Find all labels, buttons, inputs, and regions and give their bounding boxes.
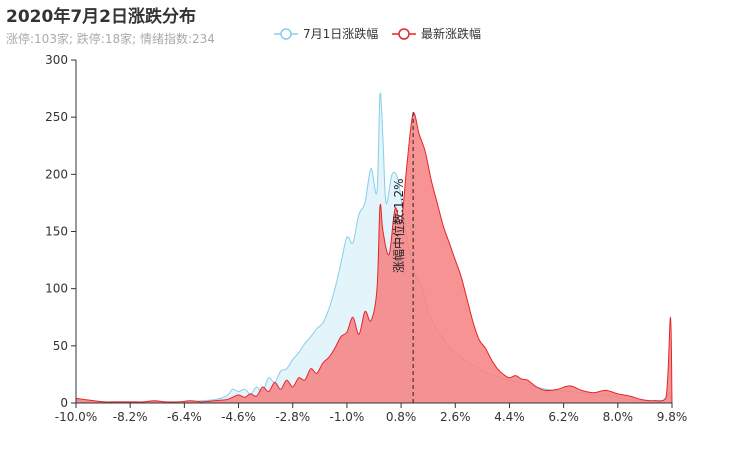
y-tick-label: 200	[45, 167, 68, 181]
legend-swatch-marker	[280, 28, 292, 40]
y-tick-label: 300	[45, 53, 68, 67]
x-tick-label: -8.2%	[113, 410, 148, 424]
series-1-area	[76, 92, 672, 403]
chart-title: 2020年7月2日涨跌分布	[6, 7, 196, 27]
x-tick-label: -4.6%	[221, 410, 256, 424]
x-tick-label: -6.4%	[167, 410, 202, 424]
median-label: 涨幅中位数:1.2%	[391, 179, 406, 274]
y-tick-label: 150	[45, 225, 68, 239]
y-tick-label: 250	[45, 110, 68, 124]
x-tick-label: 9.8%	[657, 410, 688, 424]
legend-item-1[interactable]: 7月1日涨跌幅	[274, 26, 378, 41]
legend: 7月1日涨跌幅 最新涨跌幅	[274, 26, 481, 41]
y-tick-label: 0	[60, 396, 68, 410]
series-2-area	[76, 112, 672, 403]
x-tick-label: 2.6%	[440, 410, 471, 424]
series-2	[75, 112, 673, 404]
legend-item-2[interactable]: 最新涨跌幅	[392, 26, 481, 41]
x-tick-label: 0.8%	[386, 410, 417, 424]
y-tick-label: 50	[53, 339, 68, 353]
y-tick-label: 100	[45, 282, 68, 296]
x-tick-label: -1.0%	[329, 410, 364, 424]
x-tick-label: 6.2%	[548, 410, 579, 424]
x-tick-label: -10.0%	[55, 410, 97, 424]
x-tick-label: -2.8%	[275, 410, 310, 424]
x-tick-label: 8.0%	[603, 410, 634, 424]
chart-subtitle: 涨停:103家; 跌停:18家; 情绪指数:234	[6, 32, 215, 46]
legend-label: 最新涨跌幅	[421, 26, 481, 41]
legend-label: 7月1日涨跌幅	[303, 26, 378, 41]
series-2-line	[75, 112, 673, 404]
legend-swatch-marker	[398, 28, 410, 40]
x-tick-label: 4.4%	[494, 410, 525, 424]
